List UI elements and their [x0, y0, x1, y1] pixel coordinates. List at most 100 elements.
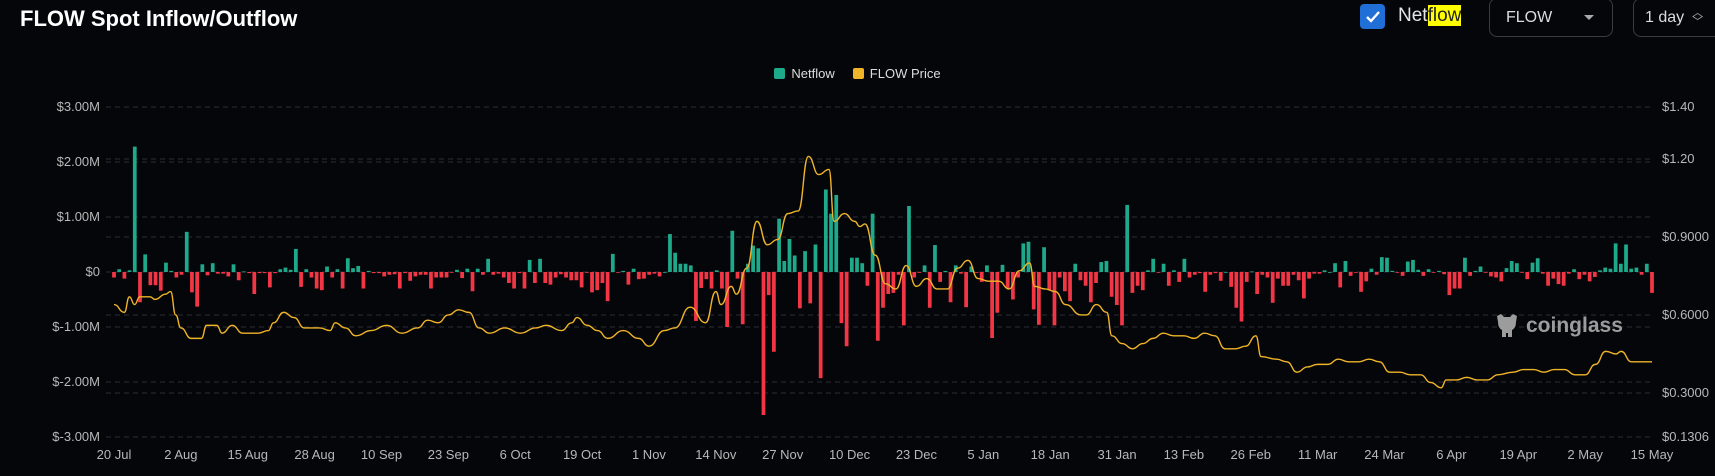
- netflow-bar-inflow: [678, 263, 683, 272]
- netflow-bar-outflow: [1140, 272, 1145, 291]
- netflow-bar-outflow: [901, 272, 906, 326]
- netflow-bar-outflow: [1457, 272, 1462, 289]
- netflow-bar-inflow: [787, 239, 792, 272]
- netflow-bar-inflow: [200, 264, 205, 272]
- netflow-bar-outflow: [584, 272, 589, 273]
- netflow-bar-outflow: [533, 272, 537, 283]
- x-axis-tick-label: 24 Mar: [1364, 447, 1405, 462]
- netflow-bar-outflow: [844, 272, 849, 347]
- netflow-bar-inflow: [907, 206, 911, 272]
- netflow-bar-outflow: [912, 272, 917, 278]
- netflow-bar-outflow: [319, 272, 324, 291]
- x-axis-tick-label: 1 Nov: [632, 447, 666, 462]
- netflow-bar-inflow: [803, 251, 807, 272]
- netflow-bar-inflow: [1515, 263, 1519, 272]
- netflow-bar-outflow: [444, 272, 449, 278]
- netflow-bar-inflow: [683, 263, 688, 272]
- netflow-bar-outflow: [1494, 272, 1498, 278]
- netflow-bar-inflow: [1613, 243, 1618, 272]
- netflow-bar-inflow: [335, 269, 340, 272]
- netflow-bar-outflow: [964, 272, 969, 308]
- netflow-bar-inflow: [969, 266, 974, 272]
- period-select-value: 1 day: [1645, 8, 1685, 26]
- x-axis-tick-label: 23 Sep: [428, 447, 469, 462]
- right-axis-tick-label: $0.9000: [1662, 229, 1709, 244]
- right-axis-tick-label: $0.1306: [1662, 429, 1709, 444]
- netflow-bar-outflow: [387, 272, 392, 275]
- left-axis-tick-label: $-2.00M: [52, 374, 100, 389]
- netflow-bar-outflow: [865, 272, 870, 286]
- netflow-bar-inflow: [278, 269, 283, 272]
- legend-swatch-price: [852, 68, 864, 79]
- netflow-bar-inflow: [688, 265, 693, 272]
- netflow-bar-inflow: [117, 269, 122, 272]
- netflow-bar-inflow: [164, 262, 168, 272]
- netflow-bar-outflow: [720, 272, 724, 289]
- netflow-bar-inflow: [527, 259, 532, 272]
- page-title: FLOW Spot Inflow/Outflow: [20, 6, 298, 31]
- netflow-bar-outflow: [247, 272, 251, 274]
- coin-select[interactable]: FLOW: [1489, 0, 1613, 37]
- netflow-bar-outflow: [1255, 272, 1259, 294]
- netflow-bar-outflow: [1218, 272, 1223, 281]
- netflow-bar-inflow: [943, 270, 948, 272]
- legend-item-netflow[interactable]: Netflow: [774, 66, 835, 81]
- netflow-bar-inflow: [283, 267, 288, 272]
- netflow-bar-inflow: [1473, 270, 1478, 272]
- netflow-bar-outflow: [1203, 272, 1208, 292]
- netflow-bar-outflow: [1374, 272, 1379, 275]
- netflow-bar-inflow: [782, 261, 787, 272]
- netflow-bar-outflow: [397, 272, 402, 289]
- coinglass-watermark: coinglass: [1494, 312, 1623, 340]
- netflow-checkbox[interactable]: [1360, 4, 1385, 29]
- netflow-bar-outflow: [434, 272, 439, 278]
- netflow-bar-inflow: [1463, 257, 1467, 272]
- netflow-bar-outflow: [195, 272, 200, 307]
- netflow-bar-inflow: [345, 258, 350, 272]
- legend-item-price[interactable]: FLOW Price: [852, 66, 941, 81]
- netflow-bar-outflow: [153, 272, 158, 286]
- legend-label: FLOW Price: [869, 66, 941, 81]
- netflow-bar-outflow: [439, 272, 444, 278]
- netflow-bar-inflow: [1644, 263, 1649, 272]
- x-axis-tick-label: 10 Sep: [361, 447, 402, 462]
- x-axis-tick-label: 27 Nov: [762, 447, 804, 462]
- netflow-bar-outflow: [1078, 272, 1083, 281]
- x-axis-tick-label: 23 Dec: [896, 447, 938, 462]
- netflow-bar-outflow: [616, 272, 620, 273]
- period-select[interactable]: 1 day ︿ ﹀: [1633, 0, 1715, 37]
- x-axis-tick-label: 19 Oct: [563, 447, 602, 462]
- netflow-bar-outflow: [1359, 272, 1363, 292]
- netflow-bar-outflow: [1447, 272, 1452, 296]
- netflow-bar-outflow: [1650, 272, 1654, 293]
- label-highlight: flow: [1427, 5, 1462, 26]
- netflow-bar-outflow: [1031, 272, 1036, 310]
- netflow-bar-outflow: [938, 272, 943, 282]
- netflow-bar-outflow: [657, 272, 662, 277]
- netflow-bar-outflow: [190, 272, 194, 293]
- netflow-bar-inflow: [486, 258, 490, 272]
- x-axis-tick-label: 14 Nov: [695, 447, 737, 462]
- netflow-bar-outflow: [694, 272, 698, 321]
- netflow-bar-inflow: [169, 270, 174, 272]
- netflow-bar-inflow: [870, 213, 875, 272]
- x-axis-tick-label: 6 Apr: [1436, 447, 1467, 462]
- netflow-bar-outflow: [236, 272, 241, 281]
- netflow-bar-outflow: [1317, 272, 1322, 274]
- netflow-bar-inflow: [455, 269, 459, 272]
- netflow-bar-outflow: [112, 272, 116, 278]
- netflow-bar-outflow: [1114, 272, 1119, 305]
- netflow-bar-inflow: [1333, 263, 1337, 272]
- legend-swatch-netflow: [774, 68, 786, 79]
- x-axis-tick-label: 18 Jan: [1031, 447, 1070, 462]
- netflow-bar-outflow: [1239, 272, 1244, 322]
- netflow-bar-inflow: [933, 245, 937, 272]
- netflow-bar-outflow: [974, 272, 979, 273]
- netflow-bar-outflow: [948, 272, 953, 303]
- netflow-bar-inflow: [1634, 267, 1639, 272]
- netflow-checkbox-label[interactable]: Netflow: [1398, 5, 1462, 27]
- left-axis-tick-label: $0: [86, 264, 100, 279]
- netflow-bar-outflow: [1120, 272, 1124, 326]
- netflow-bar-outflow: [595, 272, 600, 291]
